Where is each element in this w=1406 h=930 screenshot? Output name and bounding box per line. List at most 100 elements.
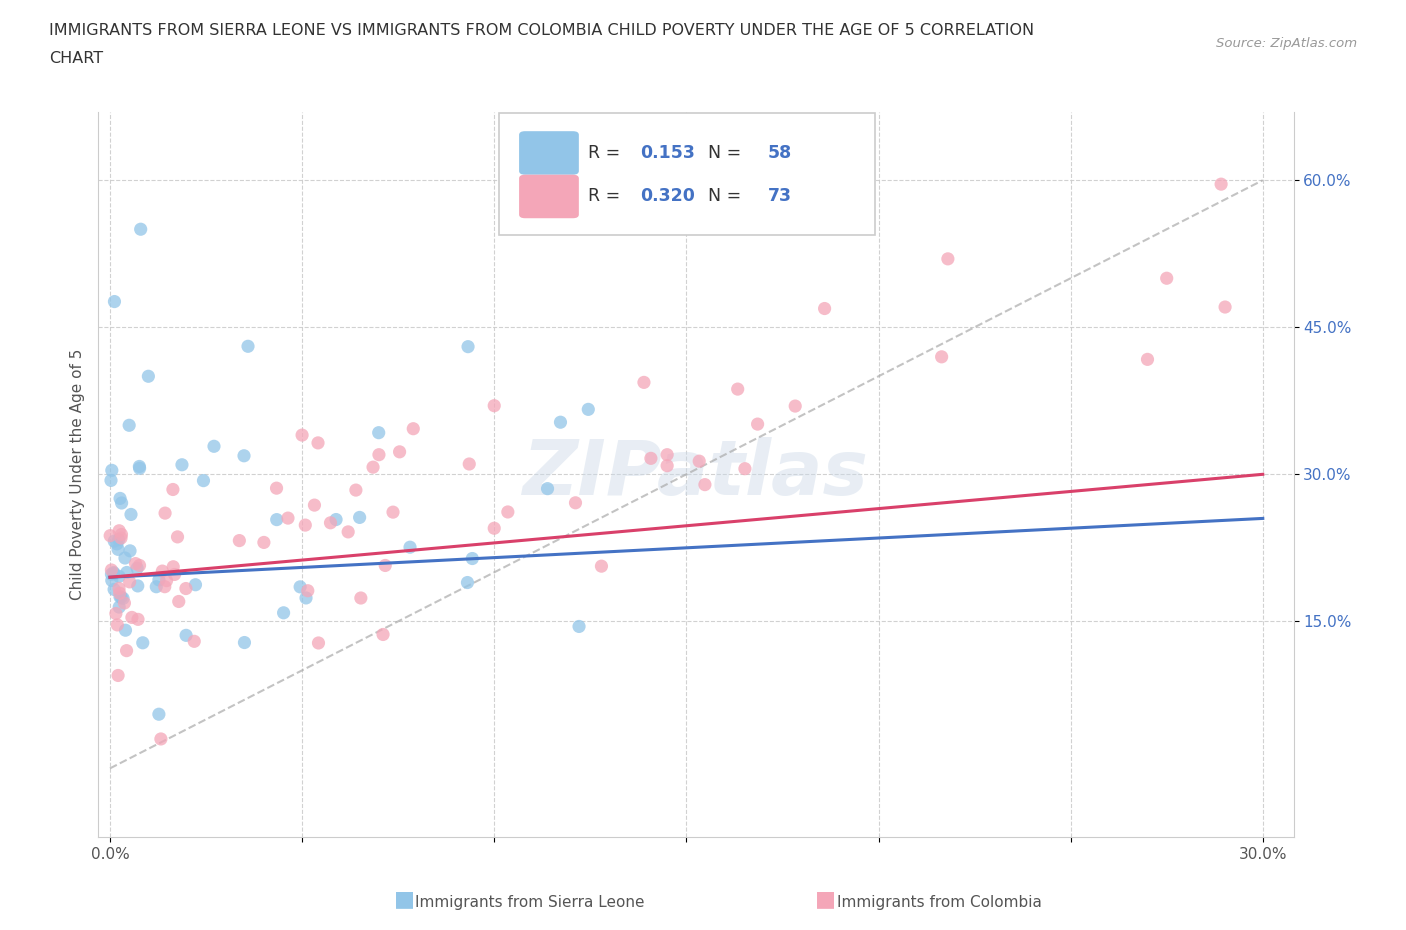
Point	[361, 459, 384, 474]
Point	[591, 559, 613, 574]
Point	[371, 627, 394, 642]
Point	[128, 558, 150, 573]
Point	[484, 398, 506, 413]
Point	[103, 294, 125, 309]
Point	[100, 473, 122, 488]
Text: R =: R =	[589, 144, 626, 162]
Point	[1209, 177, 1232, 192]
Point	[149, 732, 172, 747]
Point	[388, 445, 411, 459]
Point	[657, 458, 679, 473]
Point	[120, 507, 142, 522]
Point	[100, 566, 122, 581]
Point	[112, 595, 135, 610]
Point	[127, 612, 149, 627]
Point	[727, 381, 749, 396]
Point	[114, 551, 136, 565]
Point	[297, 583, 319, 598]
Point	[100, 563, 122, 578]
Point	[103, 534, 125, 549]
Point	[118, 418, 141, 432]
Point	[461, 551, 484, 566]
Point	[288, 579, 311, 594]
Point	[564, 496, 586, 511]
Point	[127, 561, 149, 576]
Point	[108, 491, 131, 506]
Point	[103, 582, 125, 597]
Point	[640, 451, 662, 466]
Point	[110, 527, 132, 542]
Point	[337, 525, 360, 539]
Point	[319, 515, 342, 530]
Point	[150, 564, 173, 578]
Point	[813, 301, 835, 316]
Point	[374, 558, 396, 573]
Point	[115, 565, 138, 580]
Point	[153, 579, 176, 594]
Point	[399, 539, 422, 554]
FancyBboxPatch shape	[519, 131, 579, 175]
Point	[101, 573, 124, 588]
Point	[931, 350, 953, 365]
Point	[162, 482, 184, 497]
Point	[121, 610, 143, 625]
Text: CHART: CHART	[49, 51, 103, 66]
Text: 58: 58	[768, 144, 792, 162]
Point	[163, 567, 186, 582]
Point	[166, 529, 188, 544]
Point	[402, 421, 425, 436]
Point	[108, 524, 131, 538]
Point	[103, 566, 125, 581]
Point	[103, 565, 125, 580]
Point	[167, 594, 190, 609]
Text: ■: ■	[815, 889, 837, 910]
Point	[307, 435, 329, 450]
Point	[98, 528, 121, 543]
Point	[367, 425, 389, 440]
Point	[108, 569, 131, 584]
Point	[576, 402, 599, 417]
Point	[124, 556, 146, 571]
Point	[202, 439, 225, 454]
Point	[110, 496, 132, 511]
Point	[277, 511, 299, 525]
Point	[291, 428, 314, 443]
Point	[785, 399, 807, 414]
Point	[273, 605, 295, 620]
Point	[228, 533, 250, 548]
Point	[183, 634, 205, 649]
Point	[112, 591, 135, 605]
Point	[304, 498, 326, 512]
Text: R =: R =	[589, 188, 626, 206]
Point	[458, 457, 481, 472]
Point	[688, 454, 710, 469]
Point	[193, 473, 215, 488]
Point	[162, 559, 184, 574]
Point	[747, 417, 769, 432]
Point	[734, 461, 756, 476]
Point	[107, 668, 129, 683]
Point	[266, 512, 288, 527]
Point	[153, 506, 176, 521]
Point	[496, 504, 519, 519]
Point	[350, 591, 373, 605]
Point	[266, 481, 288, 496]
Point	[170, 458, 193, 472]
Point	[128, 461, 150, 476]
Point	[233, 635, 256, 650]
Point	[110, 530, 132, 545]
Text: N =: N =	[709, 144, 747, 162]
Text: IMMIGRANTS FROM SIERRA LEONE VS IMMIGRANTS FROM COLOMBIA CHILD POVERTY UNDER THE: IMMIGRANTS FROM SIERRA LEONE VS IMMIGRAN…	[49, 23, 1035, 38]
Point	[148, 707, 170, 722]
Point	[107, 542, 129, 557]
Point	[253, 535, 276, 550]
Point	[382, 505, 405, 520]
Point	[344, 483, 367, 498]
Point	[295, 591, 318, 605]
Point	[129, 221, 152, 236]
Y-axis label: Child Poverty Under the Age of 5: Child Poverty Under the Age of 5	[69, 349, 84, 600]
Point	[118, 575, 141, 590]
Point	[349, 510, 371, 525]
Point	[1136, 352, 1159, 366]
Point	[174, 628, 197, 643]
